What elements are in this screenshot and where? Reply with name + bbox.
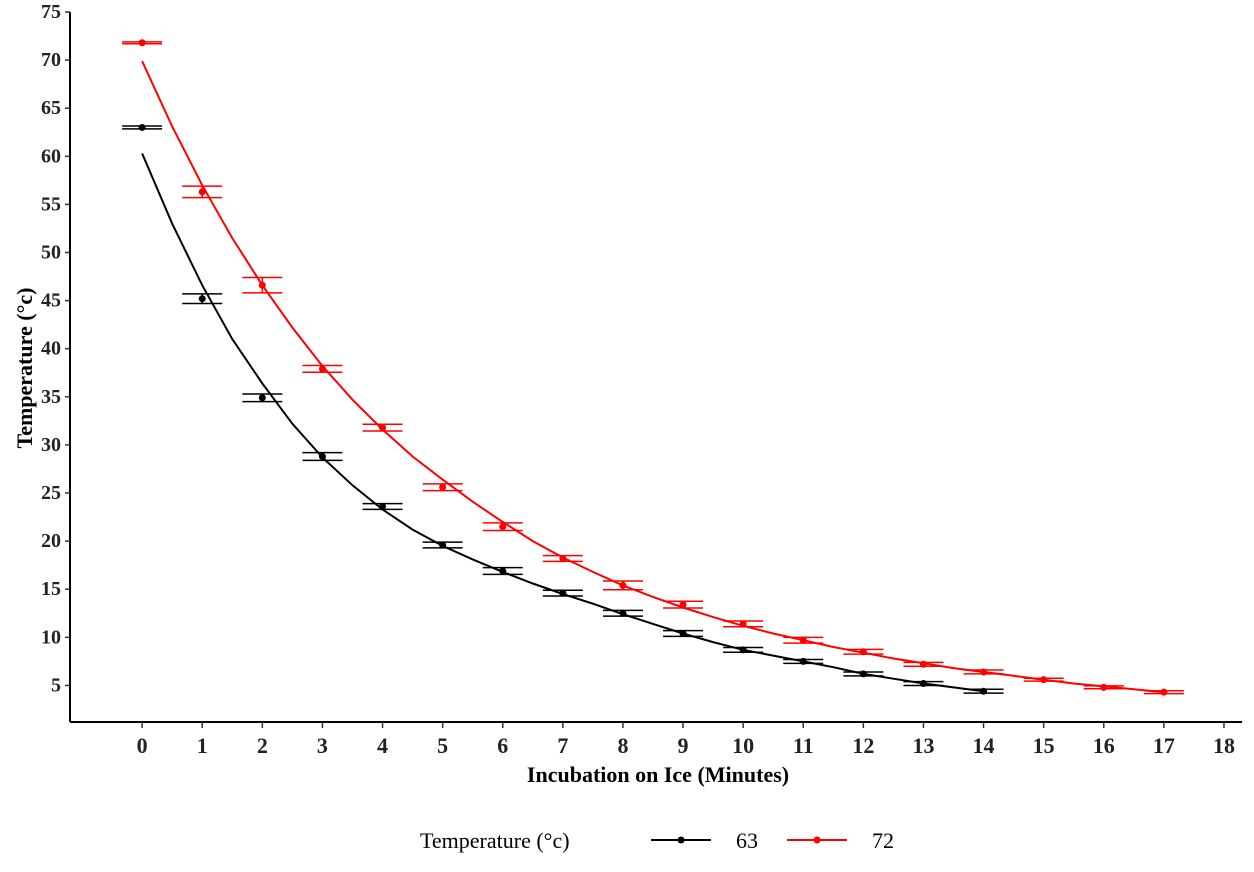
y-tick-label: 20 <box>41 530 61 552</box>
legend-key-point-63 <box>677 836 685 844</box>
data-point <box>619 609 627 617</box>
data-point <box>379 502 387 510</box>
data-point <box>439 483 447 491</box>
x-tick-label: 1 <box>197 733 208 758</box>
data-point <box>619 581 627 589</box>
fit-line-72 <box>141 60 1164 694</box>
data-point <box>499 523 507 531</box>
data-point <box>980 687 988 695</box>
x-tick-label: 3 <box>317 733 328 758</box>
x-tick-label: 4 <box>377 733 388 758</box>
data-point <box>318 365 326 373</box>
x-tick-label: 10 <box>732 733 754 758</box>
data-point <box>258 394 266 402</box>
x-tick-label: 15 <box>1033 733 1055 758</box>
data-point <box>980 668 988 676</box>
x-tick-label: 5 <box>437 733 448 758</box>
legend-key-point-72 <box>813 836 821 844</box>
data-point <box>1100 683 1108 691</box>
series-63 <box>122 123 1004 695</box>
legend-label-72: 72 <box>872 828 894 853</box>
data-point <box>1040 676 1048 684</box>
legend-label-63: 63 <box>736 828 758 853</box>
data-point <box>739 620 747 628</box>
data-point <box>679 601 687 609</box>
x-tick-label: 0 <box>137 733 148 758</box>
data-point <box>138 39 146 47</box>
y-tick-label: 5 <box>51 674 61 696</box>
data-point <box>679 629 687 637</box>
data-point <box>919 680 927 688</box>
data-point <box>1160 688 1168 696</box>
data-point <box>559 589 567 597</box>
x-tick-label: 13 <box>912 733 934 758</box>
legend-title: Temperature (°c) <box>420 828 570 853</box>
data-point <box>739 646 747 654</box>
series-72 <box>122 39 1184 696</box>
data-point <box>198 295 206 303</box>
x-tick-label: 11 <box>793 733 814 758</box>
y-tick-label: 45 <box>41 290 61 312</box>
data-point <box>439 541 447 549</box>
x-tick-label: 17 <box>1153 733 1175 758</box>
x-tick-label: 18 <box>1213 733 1235 758</box>
y-tick-label: 15 <box>41 578 61 600</box>
y-tick-label: 70 <box>41 49 61 71</box>
data-point <box>258 281 266 289</box>
data-point <box>499 567 507 575</box>
y-tick-label: 65 <box>41 97 61 119</box>
y-axis-title: Temperature (°c) <box>12 288 37 449</box>
y-tick-label: 50 <box>41 242 61 264</box>
x-tick-label: 12 <box>852 733 874 758</box>
y-tick-label: 55 <box>41 193 61 215</box>
data-point <box>799 657 807 665</box>
fit-line-63 <box>141 153 984 693</box>
data-point <box>859 648 867 656</box>
x-tick-label: 7 <box>557 733 568 758</box>
legend: Temperature (°c) 63 72 <box>420 828 894 853</box>
data-point <box>379 424 387 432</box>
x-tick-label: 16 <box>1093 733 1115 758</box>
y-tick-label: 40 <box>41 338 61 360</box>
x-tick-label: 14 <box>973 733 995 758</box>
data-point <box>919 660 927 668</box>
y-tick-label: 35 <box>41 386 61 408</box>
x-tick-label: 2 <box>257 733 268 758</box>
data-point <box>318 452 326 460</box>
y-tick-label: 75 <box>41 1 61 23</box>
data-point <box>198 188 206 196</box>
x-tick-label: 8 <box>617 733 628 758</box>
x-tick-label: 6 <box>497 733 508 758</box>
x-axis-title: Incubation on Ice (Minutes) <box>527 762 789 787</box>
data-point <box>138 123 146 131</box>
x-tick-label: 9 <box>678 733 689 758</box>
y-tick-label: 60 <box>41 145 61 167</box>
data-point <box>799 636 807 644</box>
y-tick-label: 25 <box>41 482 61 504</box>
y-tick-label: 10 <box>41 626 61 648</box>
y-tick-label: 30 <box>41 434 61 456</box>
data-point <box>559 554 567 562</box>
data-point <box>859 670 867 678</box>
